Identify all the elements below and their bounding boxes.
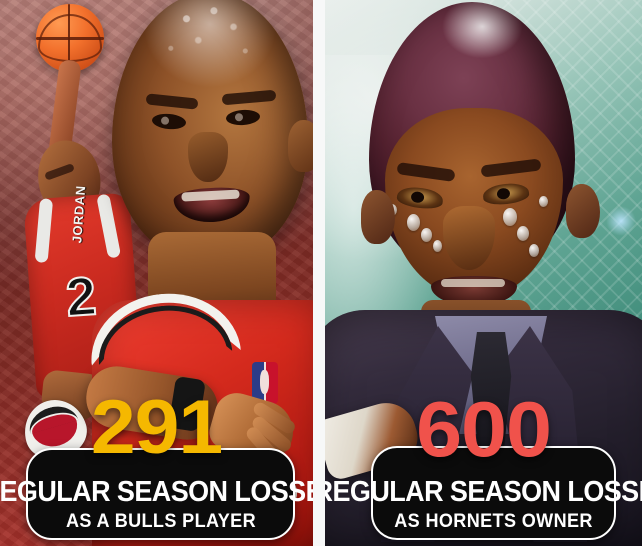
tear-drop xyxy=(503,208,517,226)
right-label-line1: REGULAR SEASON LOSSES xyxy=(325,476,642,508)
dunking-jordan-figure: JORDAN 2 xyxy=(6,0,176,423)
tear-drop xyxy=(407,214,420,231)
tear-drop xyxy=(421,228,432,242)
jordan-foreground-head xyxy=(104,0,313,352)
nose xyxy=(443,206,495,270)
tear-drop xyxy=(529,244,539,257)
right-label-box: REGULAR SEASON LOSSES AS HORNETS OWNER xyxy=(325,446,642,540)
panel-right-hornets-owner: 600 REGULAR SEASON LOSSES AS HORNETS OWN… xyxy=(325,0,642,546)
left-label-line1: REGULAR SEASON LOSSES xyxy=(0,476,313,508)
nose xyxy=(188,132,228,182)
tear-drop xyxy=(539,196,548,207)
ear-right xyxy=(566,184,600,238)
left-label-line2: AS A BULLS PLAYER xyxy=(65,511,256,532)
panel-left-bulls-player: JORDAN 2 xyxy=(0,0,313,546)
left-label-box: REGULAR SEASON LOSSES AS A BULLS PLAYER xyxy=(0,448,313,540)
left-stat-number: 291 xyxy=(90,385,223,471)
right-label-line2: AS HORNETS OWNER xyxy=(394,511,593,532)
stage-light-flare xyxy=(606,206,636,236)
ear xyxy=(288,120,313,172)
panel-divider xyxy=(313,0,325,546)
right-stat-number: 600 xyxy=(416,385,552,474)
tear-drop xyxy=(433,240,442,252)
tear-drop xyxy=(517,226,529,241)
ear-left xyxy=(361,190,395,244)
